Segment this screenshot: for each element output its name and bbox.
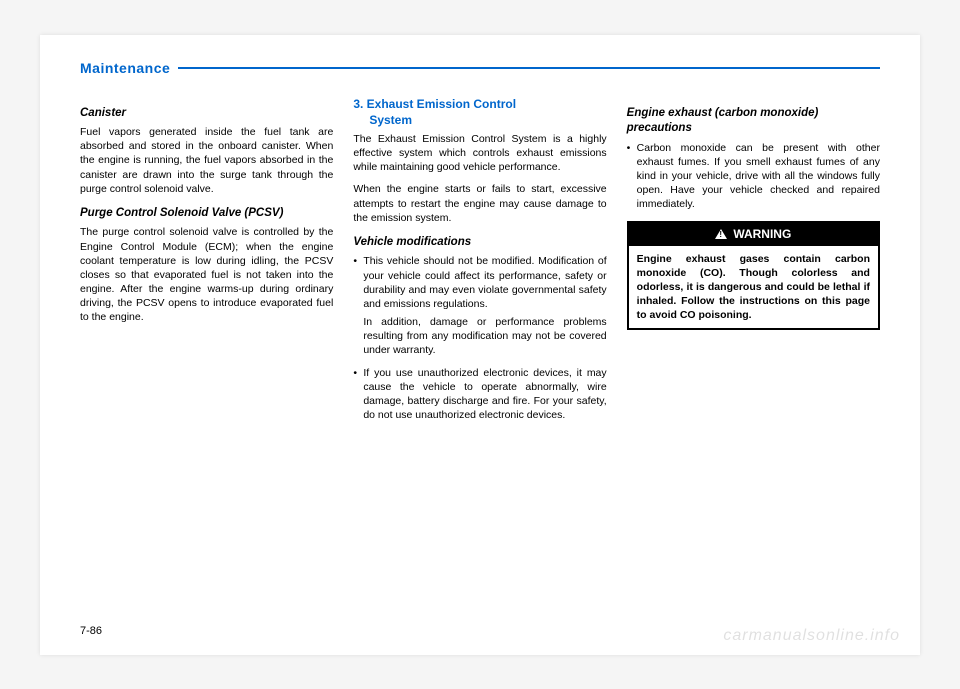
heading-vehicle-mods: Vehicle modifications <box>353 235 606 251</box>
heading-pcsv: Purge Control Solenoid Valve (PCSV) <box>80 206 333 222</box>
manual-page: Maintenance Canister Fuel vapors generat… <box>40 35 920 655</box>
column-3: Engine exhaust (carbon monoxide) precaut… <box>627 96 880 427</box>
list-item: This vehicle should not be modified. Mod… <box>353 254 606 357</box>
list-text: This vehicle should not be modified. Mod… <box>363 255 606 310</box>
paragraph: Fuel vapors generated inside the fuel ta… <box>80 125 333 196</box>
list-subtext: In addition, damage or performance probl… <box>363 315 606 358</box>
bullet-list: Carbon monoxide can be present with othe… <box>627 141 880 212</box>
warning-header: WARNING <box>629 223 878 245</box>
paragraph: The purge control solenoid valve is cont… <box>80 225 333 324</box>
heading-line-2: System <box>353 113 412 127</box>
heading-canister: Canister <box>80 106 333 122</box>
warning-label: WARNING <box>733 226 791 242</box>
heading-exhaust-system: 3. Exhaust Emission Control System <box>353 96 606 128</box>
heading-engine-exhaust: Engine exhaust (carbon monoxide) precaut… <box>627 106 880 137</box>
column-2: 3. Exhaust Emission Control System The E… <box>353 96 606 427</box>
column-1: Canister Fuel vapors generated inside th… <box>80 96 333 427</box>
warning-box: WARNING Engine exhaust gases contain car… <box>627 221 880 330</box>
paragraph: When the engine starts or fails to start… <box>353 182 606 225</box>
bullet-list: This vehicle should not be modified. Mod… <box>353 254 606 422</box>
content-columns: Canister Fuel vapors generated inside th… <box>80 96 880 427</box>
header-rule <box>178 67 880 69</box>
paragraph: The Exhaust Emission Control System is a… <box>353 132 606 175</box>
warning-body: Engine exhaust gases contain carbon mono… <box>629 246 878 329</box>
section-title: Maintenance <box>80 60 170 76</box>
page-header: Maintenance <box>80 60 880 76</box>
page-number: 7-86 <box>80 625 102 637</box>
watermark: carmanualsonline.info <box>723 627 900 645</box>
list-item: If you use unauthorized electronic devic… <box>353 366 606 423</box>
list-item: Carbon monoxide can be present with othe… <box>627 141 880 212</box>
warning-icon <box>715 229 727 239</box>
heading-line-1: 3. Exhaust Emission Control <box>353 97 516 111</box>
